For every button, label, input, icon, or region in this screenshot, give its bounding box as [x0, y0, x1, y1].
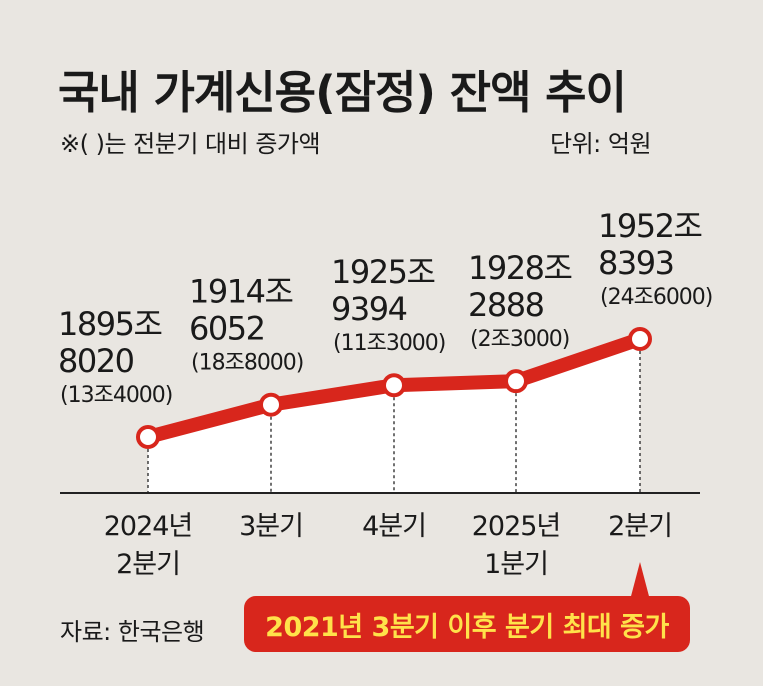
chart-title: 국내 가계신용(잠정) 잔액 추이	[58, 66, 627, 119]
source-label: 자료: 한국은행	[60, 618, 205, 646]
value-label: 1925조	[331, 253, 434, 291]
callout-text: 2021년 3분기 이후 분기 최대 증가	[265, 611, 669, 643]
value-label: 1952조	[598, 207, 701, 245]
chart-note: ※( )는 전분기 대비 증가액	[60, 130, 321, 158]
x-tick-label: 3분기	[239, 511, 303, 542]
value-label: 8020	[58, 342, 134, 380]
callout-box: 2021년 3분기 이후 분기 최대 증가	[244, 596, 690, 652]
data-point	[382, 373, 406, 398]
change-label: (2조3000)	[470, 327, 569, 352]
x-tick-label: 2분기	[608, 511, 672, 542]
value-label: 1895조	[58, 305, 161, 343]
x-tick-label: 4분기	[362, 511, 426, 542]
value-label: 2888	[468, 286, 544, 324]
change-label: (18조8000)	[191, 351, 303, 376]
callout-pointer	[630, 562, 650, 600]
data-point	[504, 369, 528, 394]
x-tick-label: 2024년	[104, 511, 193, 542]
value-label: 9394	[331, 290, 407, 328]
drop-lines	[147, 339, 641, 493]
data-point	[136, 425, 160, 449]
change-label: (11조3000)	[333, 331, 445, 356]
data-point	[628, 327, 652, 351]
x-tick-label: 1분기	[484, 549, 548, 580]
x-tick-label: 2025년	[472, 511, 561, 542]
change-label: (13조4000)	[60, 383, 172, 408]
change-label: (24조6000)	[600, 285, 712, 310]
value-label: 8393	[598, 244, 673, 282]
value-label: 1914조	[189, 273, 292, 311]
value-label: 6052	[189, 310, 264, 348]
x-tick-label: 2분기	[116, 549, 180, 580]
value-label: 1928조	[468, 249, 571, 287]
unit-label: 단위: 억원	[550, 130, 652, 158]
data-point	[259, 392, 283, 417]
